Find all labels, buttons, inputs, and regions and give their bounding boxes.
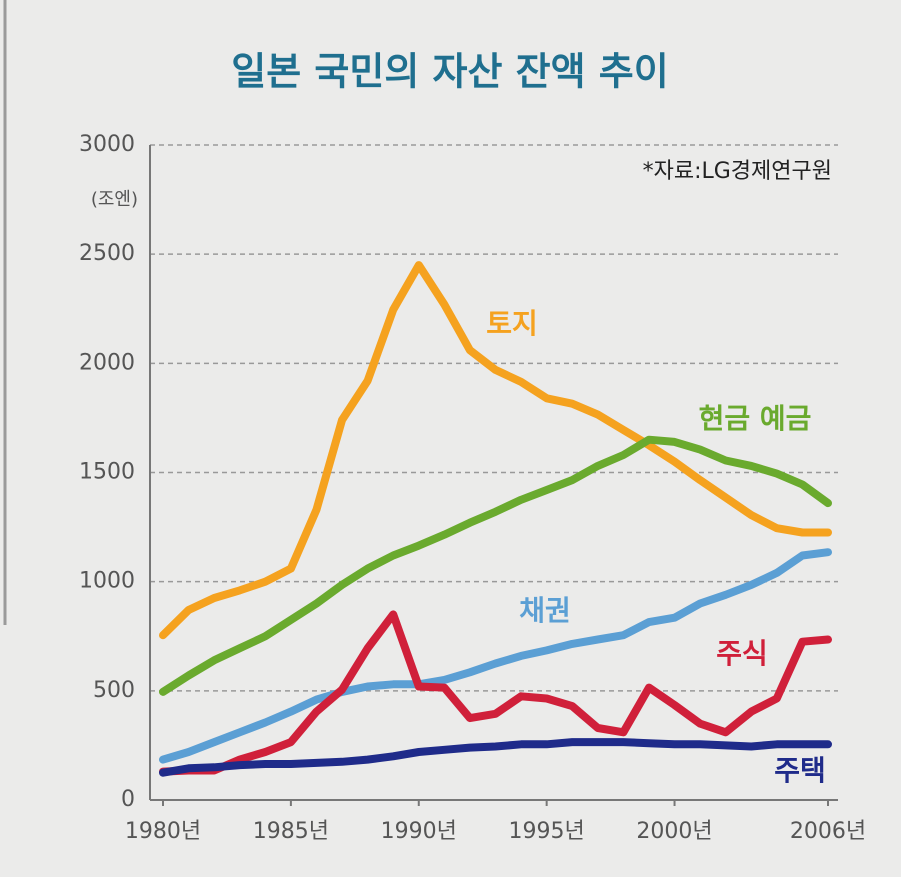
y-tick-label: 1000 [79, 569, 135, 594]
series-label: 채권 [519, 594, 571, 627]
y-tick-label: 1500 [79, 460, 135, 485]
y-axis-label: (조엔) [91, 189, 138, 210]
series-line [159, 610, 832, 776]
series-line [159, 548, 832, 764]
x-tick-label: 1990년 [381, 819, 457, 844]
chart-title: 일본 국민의 자산 잔액 추이 [231, 50, 668, 94]
y-tick-label: 3000 [79, 132, 135, 157]
y-tick-label: 2500 [79, 241, 135, 266]
x-tick-label: 1980년 [125, 819, 201, 844]
y-tick-label: 500 [93, 678, 135, 703]
series-label: 주택 [774, 754, 826, 787]
y-tick-label: 2000 [79, 350, 135, 375]
series-line [159, 738, 832, 777]
series-line [159, 435, 832, 696]
series-label: 토지 [486, 307, 538, 340]
series-label: 현금 예금 [699, 402, 812, 435]
x-tick-label: 2006년 [790, 819, 866, 844]
y-tick-label: 0 [121, 787, 135, 812]
x-tick-label: 1995년 [509, 819, 585, 844]
source-note: *자료:LG경제연구원 [643, 159, 832, 184]
x-tick-label: 1985년 [253, 819, 329, 844]
series-label: 주식 [716, 637, 768, 670]
x-tick-label: 2000년 [636, 819, 712, 844]
series-line [159, 261, 832, 640]
